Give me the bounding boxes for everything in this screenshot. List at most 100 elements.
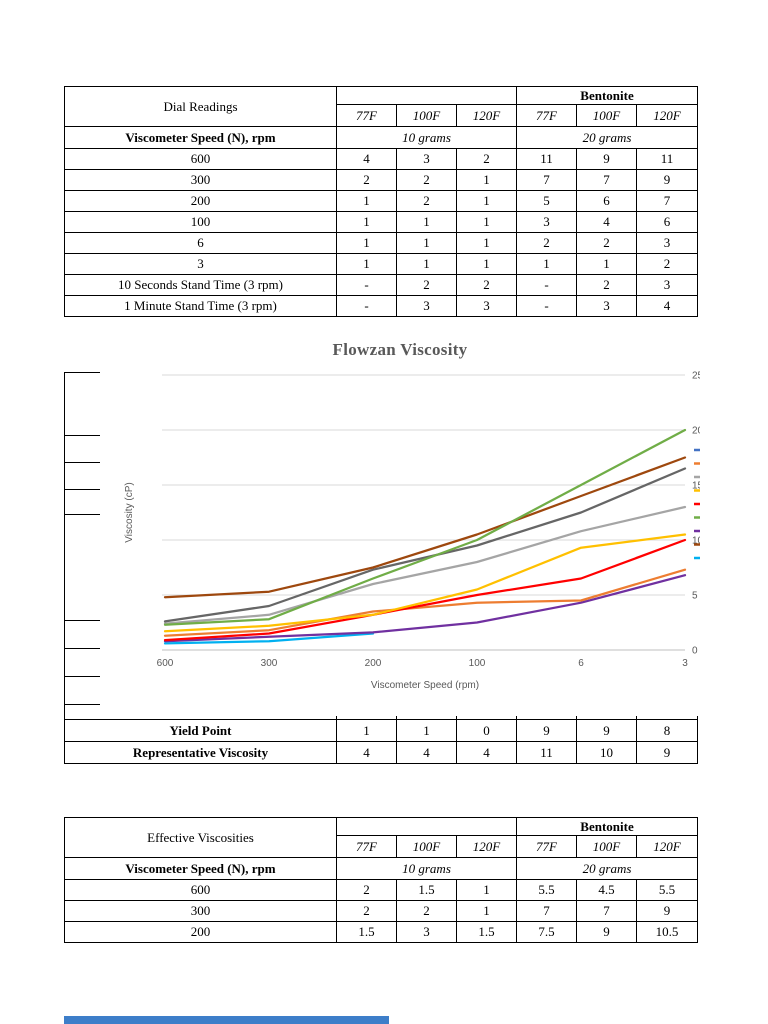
cell: 1.5 <box>336 921 397 943</box>
cell: 1.5 <box>396 879 457 901</box>
speed-header: Viscometer Speed (N), rpm <box>64 857 337 880</box>
cell: 1 <box>576 253 638 275</box>
temp-header: 77F <box>516 835 578 858</box>
cell: 1 <box>336 232 397 254</box>
cell: 7.5 <box>516 921 578 943</box>
temp-header: 100F <box>396 835 457 858</box>
cell: 2 <box>396 190 457 212</box>
y-tick-label: 10 <box>692 536 700 547</box>
cell: 4 <box>336 741 397 764</box>
cell: 9 <box>636 169 699 191</box>
y-tick-label: 25 <box>692 371 700 382</box>
row-label: 6 <box>64 232 337 254</box>
cell: 2 <box>396 274 457 296</box>
empty-group-cell <box>335 86 518 105</box>
row-label: 600 <box>64 148 337 170</box>
table-row: 300 2 2 1 7 7 9 <box>64 169 699 191</box>
cell: 2 <box>516 232 578 254</box>
row-label: 100 <box>64 211 337 233</box>
cell: 4.5 <box>576 879 638 901</box>
cell: 2 <box>455 274 518 296</box>
cell: 6 <box>576 190 638 212</box>
cell: - <box>516 274 578 296</box>
effective-table-title: Effective Viscosities <box>64 817 337 858</box>
cell: 2 <box>336 169 397 191</box>
grams-header-20: 20 grams <box>516 857 699 880</box>
grams-header-10: 10 grams <box>335 126 518 149</box>
cell: 1 <box>455 190 518 212</box>
row-label: Representative Viscosity <box>64 741 337 764</box>
table-row: 200 1.5 3 1.5 7.5 9 10.5 <box>64 921 699 943</box>
cell: 7 <box>516 900 578 922</box>
cell: 3 <box>516 211 578 233</box>
cell: 3 <box>636 232 699 254</box>
y-tick-label: 0 <box>692 646 698 657</box>
x-tick-label: 100 <box>469 658 486 669</box>
cell: 1 <box>396 211 457 233</box>
cell: 10.5 <box>636 921 699 943</box>
cell: 2 <box>396 169 457 191</box>
x-tick-label: 600 <box>157 658 174 669</box>
row-label: 300 <box>64 169 337 191</box>
table-row: 6 1 1 1 2 2 3 <box>64 232 699 254</box>
series-line-dark-gray <box>163 467 687 623</box>
next-table-header-sliver <box>64 1016 389 1024</box>
cell: 4 <box>396 741 457 764</box>
temp-header: 100F <box>576 104 638 127</box>
cell: 2 <box>396 900 457 922</box>
cell: 4 <box>576 211 638 233</box>
row-label: 300 <box>64 900 337 922</box>
cell: 11 <box>636 148 699 170</box>
y-tick-label: 5 <box>692 591 698 602</box>
cell: 11 <box>516 741 577 764</box>
cell: 11 <box>516 148 578 170</box>
cell: 9 <box>576 921 638 943</box>
row-label: 600 <box>64 879 337 901</box>
temp-header: 100F <box>576 835 638 858</box>
cell: 3 <box>576 295 638 317</box>
cell: 2 <box>576 232 638 254</box>
effective-viscosities-table: Effective Viscosities Bentonite 77F 100F… <box>64 817 699 943</box>
temp-header: 120F <box>636 835 699 858</box>
cell: 4 <box>336 148 397 170</box>
flowzan-viscosity-chart: Flowzan Viscosity 0 5 10 15 20 25 600 300 200 100… <box>100 330 700 716</box>
dial-table-title: Dial Readings <box>64 86 337 127</box>
dial-readings-table: Dial Readings Bentonite 77F 100F 120F 77… <box>64 86 699 317</box>
series-line-brown <box>163 456 687 599</box>
y-axis-title: Viscosity (cP) <box>124 482 135 542</box>
row-label: 10 Seconds Stand Time (3 rpm) <box>64 274 337 296</box>
y-tick-label: 15 <box>692 481 700 492</box>
chart-title: Flowzan Viscosity <box>332 340 468 359</box>
table-row: Representative Viscosity 4 4 4 11 10 9 <box>64 741 698 764</box>
cell: 3 <box>636 274 699 296</box>
row-label: 200 <box>64 190 337 212</box>
bentonite-header: Bentonite <box>516 86 699 105</box>
cell: 0 <box>456 719 517 742</box>
cell: 1 <box>516 253 578 275</box>
cell: 3 <box>396 295 457 317</box>
cell: 5.5 <box>516 879 578 901</box>
cell: 7 <box>576 900 638 922</box>
cell: 9 <box>516 719 577 742</box>
temp-header: 100F <box>396 104 457 127</box>
row-label: 3 <box>64 253 337 275</box>
cell: - <box>336 295 397 317</box>
series-line-green <box>163 428 687 626</box>
table-row: 100 1 1 1 3 4 6 <box>64 211 699 233</box>
empty-group-cell <box>335 817 518 836</box>
cell: 1 <box>336 719 397 742</box>
series-line-orange <box>163 568 687 637</box>
cell: 1 <box>455 879 518 901</box>
x-axis-title: Viscometer Speed (rpm) <box>371 680 479 691</box>
cell: 3 <box>455 295 518 317</box>
cell: 7 <box>636 190 699 212</box>
cell: 1 <box>396 719 457 742</box>
temp-header: 77F <box>516 104 578 127</box>
bentonite-header: Bentonite <box>516 817 699 836</box>
table-row: 3 1 1 1 1 1 2 <box>64 253 699 275</box>
cell: 1 <box>455 169 518 191</box>
cell: 5 <box>516 190 578 212</box>
table-row: Yield Point 1 1 0 9 9 8 <box>64 719 698 742</box>
temp-header: 77F <box>336 104 397 127</box>
cell: 2 <box>336 879 397 901</box>
